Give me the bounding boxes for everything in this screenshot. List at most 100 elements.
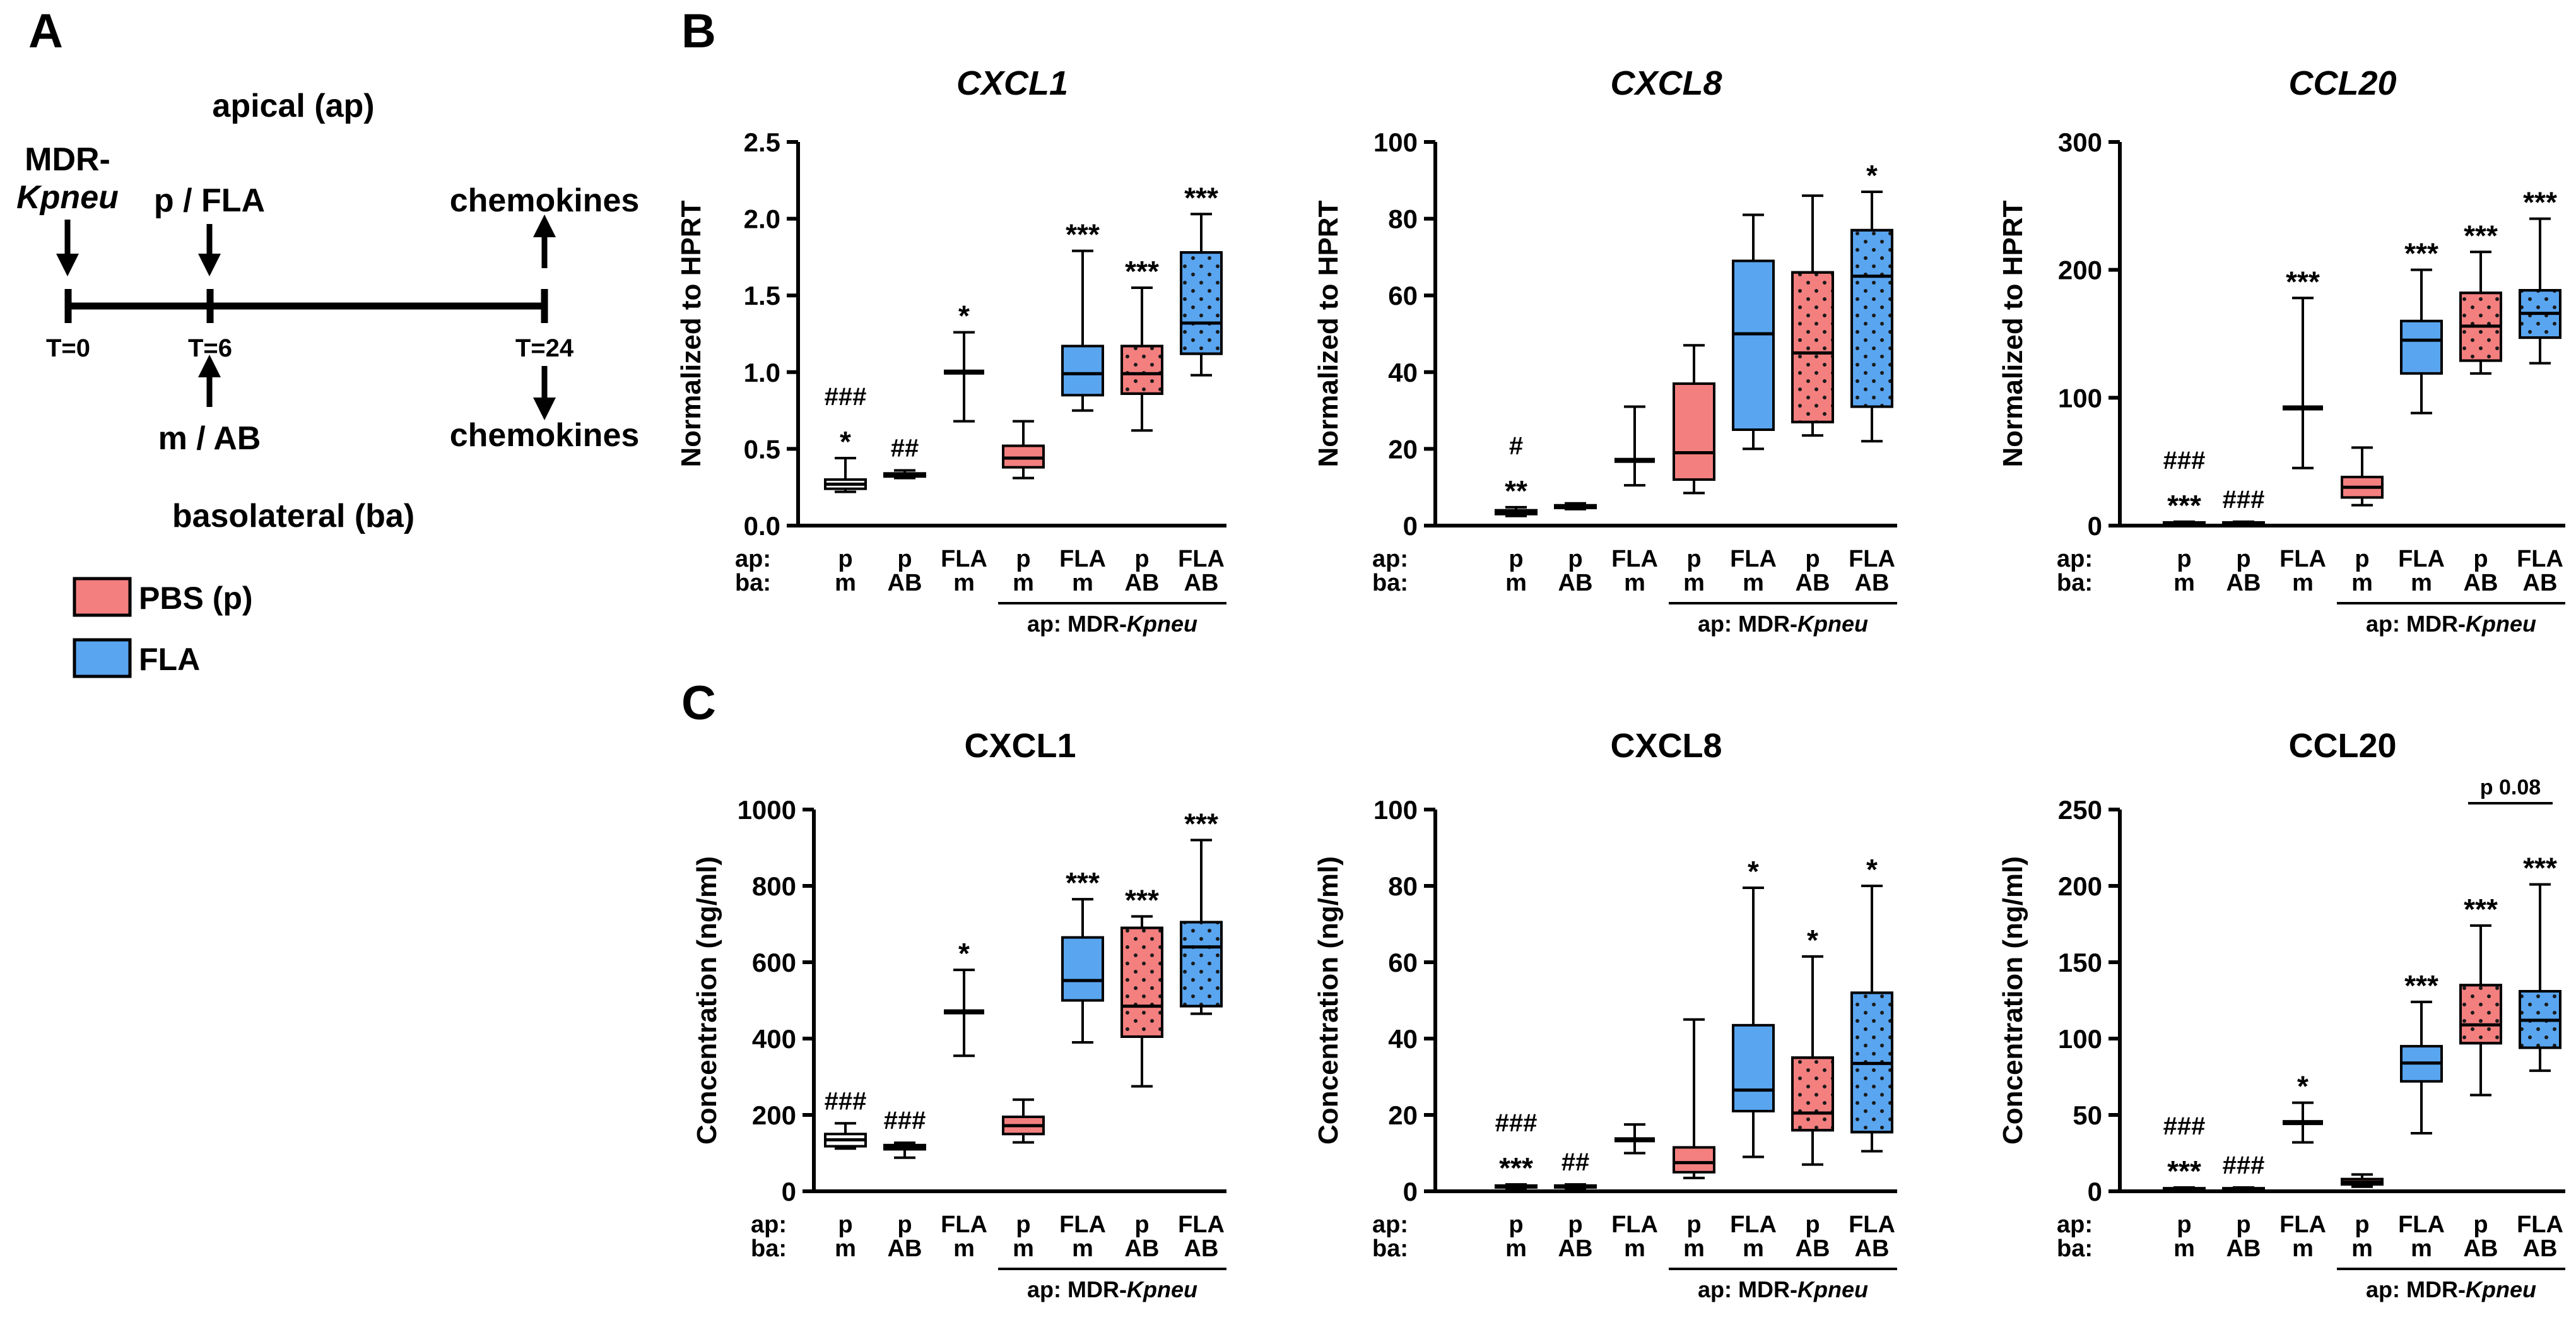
chart-c-cxcl8: CXCL8 Concentration (ng/ml) 0 20 40 60 80 100 ap… bbox=[1313, 727, 1897, 1302]
row-label-ba: ba: bbox=[1372, 570, 1408, 596]
x-label-ba: AB bbox=[1796, 1235, 1830, 1262]
significance-label: # bbox=[1509, 432, 1523, 460]
significance-label: *** bbox=[2167, 1155, 2201, 1187]
legend-label-pbs: PBS (p) bbox=[139, 580, 253, 616]
y-tick-label: 1.0 bbox=[744, 358, 780, 387]
significance-label: *** bbox=[2286, 265, 2320, 298]
x-label-ba: m bbox=[2292, 1235, 2314, 1262]
x-label-ap: FLA bbox=[2517, 546, 2563, 572]
chart-c-cxcl1: CXCL1 Concentration (ng/ml) 0 200 400 600 800 1… bbox=[691, 727, 1226, 1302]
box-body bbox=[2400, 319, 2443, 375]
x-label-ap: FLA bbox=[2398, 1211, 2445, 1238]
box-4 bbox=[1673, 344, 1715, 495]
significance-label: * bbox=[958, 300, 970, 333]
box-7 bbox=[1180, 839, 1223, 1015]
timeline-basolateral-label: basolateral (ba) bbox=[172, 498, 415, 534]
x-label-ap: p bbox=[1568, 546, 1582, 572]
box-1 bbox=[824, 456, 867, 493]
x-label-ba: m bbox=[835, 570, 856, 596]
x-label-ap: p bbox=[897, 1211, 912, 1238]
box-3 bbox=[944, 969, 984, 1058]
mdr-bracket-italic: Kpneu bbox=[2466, 1276, 2536, 1302]
row-label-ba: ba: bbox=[735, 570, 771, 596]
y-tick-label: 0.5 bbox=[744, 434, 780, 464]
x-label-ba: m bbox=[2411, 570, 2432, 596]
x-label-ba: AB bbox=[1125, 1235, 1160, 1262]
y-axis-label: Concentration (ng/ml) bbox=[1997, 856, 2028, 1145]
significance-label: *** bbox=[2464, 893, 2498, 926]
x-label-ba: m bbox=[1743, 570, 1764, 596]
y-tick-label: 1000 bbox=[738, 795, 796, 825]
x-label-ba: m bbox=[2411, 1235, 2432, 1262]
timeline-panel: A apical (ap) MDR- Kpneu p / FLA chemoki… bbox=[16, 4, 639, 534]
significance-label: ### bbox=[2163, 447, 2206, 474]
x-label-ap: FLA bbox=[2398, 546, 2445, 572]
x-label-ba: m bbox=[1683, 570, 1705, 596]
significance-label: * bbox=[1748, 855, 1759, 888]
box-7 bbox=[1850, 885, 1893, 1153]
y-tick-label: 100 bbox=[2058, 383, 2102, 413]
y-axis-label: Normalized to HPRT bbox=[676, 200, 707, 467]
mdr-bracket-label: ap: MDR-Kpneu bbox=[1027, 611, 1197, 637]
x-label-ap: p bbox=[2236, 1211, 2250, 1238]
mdr-bracket-label: ap: MDR-Kpneu bbox=[2366, 1276, 2536, 1302]
x-label-ap: p bbox=[2355, 1211, 2369, 1238]
y-tick-label: 1.5 bbox=[744, 281, 780, 310]
x-label-ap: FLA bbox=[2279, 1211, 2326, 1238]
x-label-ba: AB bbox=[888, 570, 922, 596]
box-body bbox=[1061, 936, 1104, 1002]
timeline-bottom-treatment: m / AB bbox=[158, 420, 261, 457]
significance-label: *** bbox=[2404, 969, 2438, 1002]
x-label-ap: p bbox=[1134, 1211, 1149, 1238]
y-tick-label: 0 bbox=[1403, 511, 1418, 541]
x-label-ap: FLA bbox=[1178, 546, 1225, 572]
chart-title: CXCL8 bbox=[1610, 727, 1722, 765]
x-label-ap: p bbox=[2473, 546, 2488, 572]
x-label-ap: p bbox=[2236, 546, 2250, 572]
box-dots bbox=[1791, 271, 1834, 423]
y-tick-label: 0 bbox=[2088, 1177, 2102, 1206]
timeline-kpneu-label: Kpneu bbox=[16, 179, 119, 216]
significance-label: * bbox=[1807, 924, 1818, 957]
y-tick-label: 50 bbox=[2073, 1100, 2102, 1130]
box-2 bbox=[2222, 520, 2265, 526]
x-label-ap: FLA bbox=[1611, 1211, 1658, 1238]
box-5 bbox=[2400, 268, 2443, 415]
box-2 bbox=[883, 469, 926, 480]
significance-label: * bbox=[958, 937, 970, 970]
box-7 bbox=[2519, 883, 2561, 1072]
x-label-ba: AB bbox=[2226, 1235, 2261, 1262]
x-label-ba: m bbox=[1072, 1235, 1093, 1262]
x-label-ap: p bbox=[1568, 1211, 1582, 1238]
row-label-ba: ba: bbox=[1372, 1235, 1408, 1262]
mdr-bracket-label: ap: MDR-Kpneu bbox=[2366, 611, 2536, 637]
significance-label: * bbox=[1866, 853, 1878, 886]
y-axis-label: Concentration (ng/ml) bbox=[691, 856, 722, 1145]
significance-label: *** bbox=[2523, 852, 2557, 885]
x-label-ba: AB bbox=[1125, 570, 1160, 596]
y-tick-label: 80 bbox=[1388, 871, 1418, 901]
box-2 bbox=[883, 1141, 926, 1159]
box-dots bbox=[1180, 921, 1223, 1008]
row-label-ba: ba: bbox=[751, 1235, 787, 1262]
y-tick-label: 40 bbox=[1388, 358, 1418, 387]
significance-label: *** bbox=[2404, 237, 2438, 270]
x-label-ap: p bbox=[1016, 1211, 1030, 1238]
y-axis-label: Concentration (ng/ml) bbox=[1313, 856, 1344, 1145]
chart-b-cxcl8: CXCL8 Normalized to HPRT 0 20 40 60 80 100 ap:ba… bbox=[1313, 64, 1897, 637]
x-label-ba: m bbox=[1013, 1235, 1034, 1262]
x-label-ba: AB bbox=[1558, 1235, 1593, 1262]
y-tick-label: 800 bbox=[752, 871, 796, 901]
row-label-ap: ap: bbox=[2057, 546, 2093, 572]
y-tick-label: 0.0 bbox=[744, 511, 780, 541]
box-6 bbox=[2459, 250, 2502, 375]
mdr-bracket-italic: Kpneu bbox=[1797, 1276, 1868, 1302]
box-6 bbox=[1120, 915, 1163, 1088]
y-tick-label: 2.0 bbox=[744, 204, 780, 234]
x-label-ba: AB bbox=[1184, 570, 1219, 596]
row-label-ap: ap: bbox=[1372, 1211, 1408, 1238]
x-label-ap: p bbox=[2177, 546, 2191, 572]
x-label-ap: FLA bbox=[1849, 1211, 1895, 1238]
panel-label-b: B bbox=[681, 4, 716, 58]
